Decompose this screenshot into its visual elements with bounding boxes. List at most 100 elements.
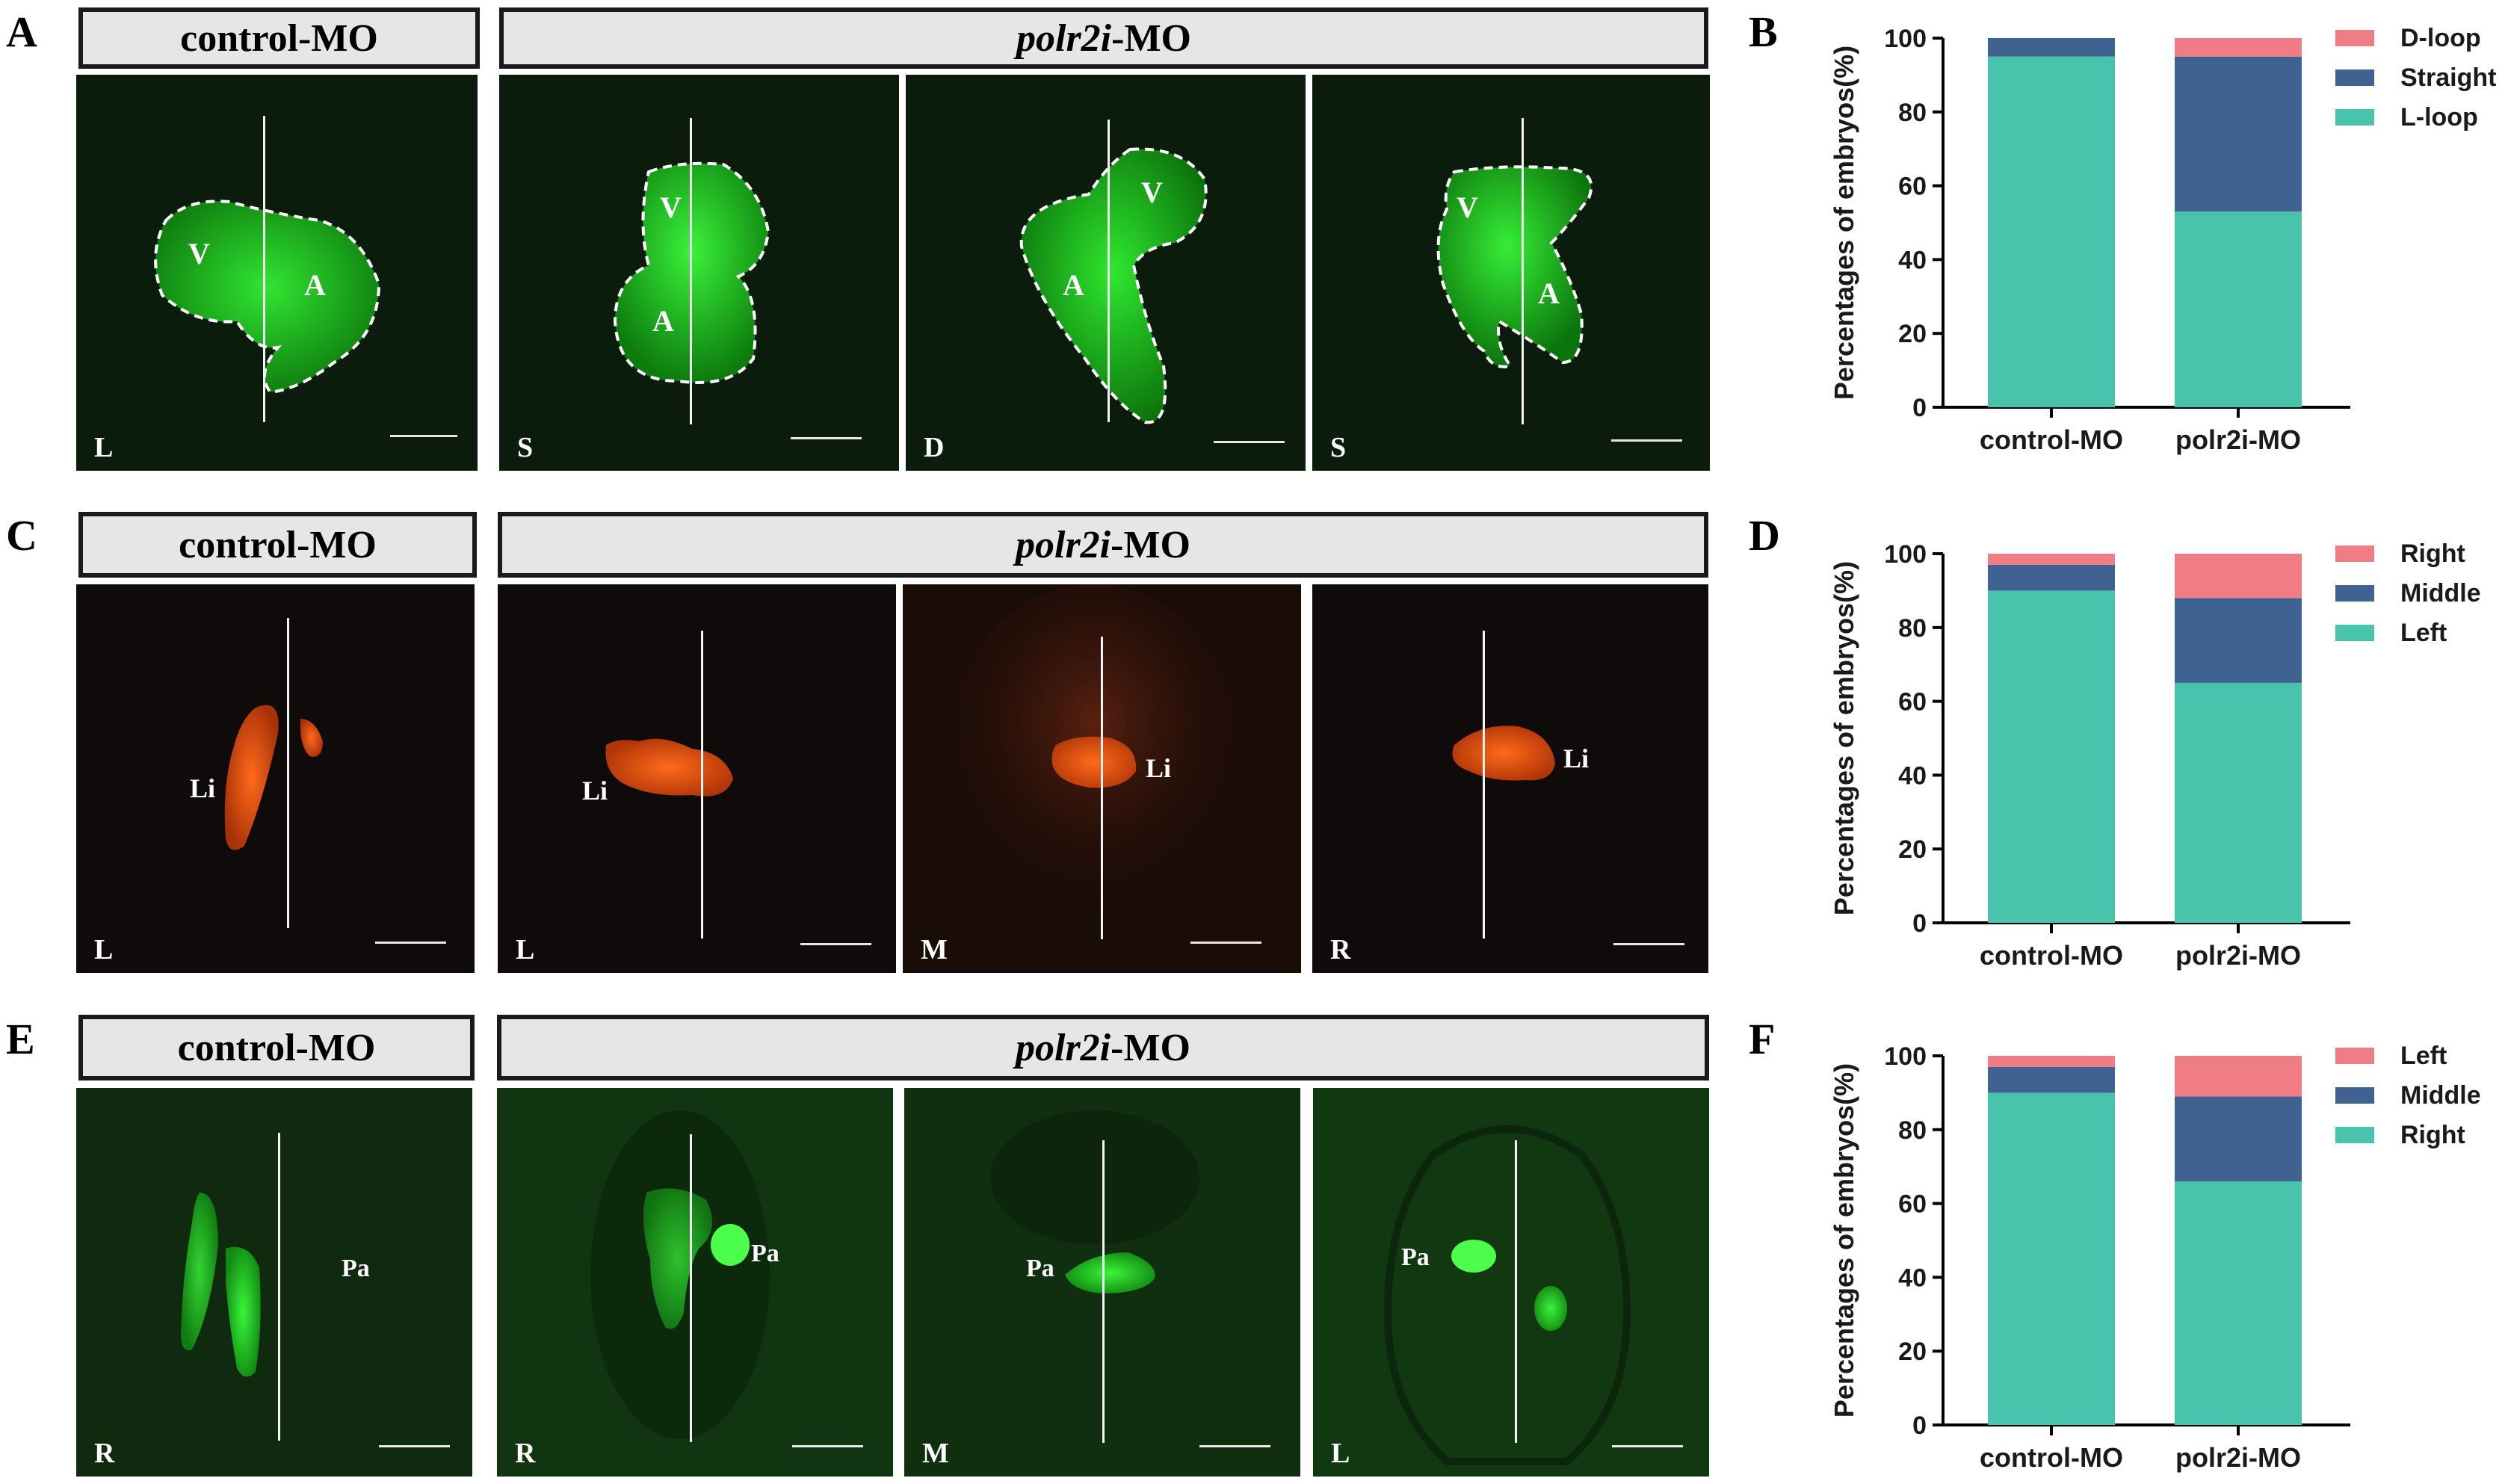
orientation-label: R: [94, 1438, 115, 1469]
liver-image-treated-3: Li R: [1312, 584, 1708, 973]
pancreas-label: Pa: [1026, 1255, 1054, 1282]
x-tick-label: polr2i-MO: [2175, 1442, 2301, 1473]
ventricle-label: V: [188, 237, 210, 270]
y-axis-label: Percentages of embryos(%): [1829, 46, 1859, 400]
chart-heart-looping: Percentages of embryos(%) 0 20 40 60 80 100 con…: [1829, 24, 2496, 455]
bar-segment: [2175, 1096, 2302, 1181]
y-tick-label: 100: [1884, 1042, 1927, 1071]
legend-swatch: [2335, 585, 2374, 602]
pancreas-label: Pa: [342, 1255, 370, 1282]
legend-swatch: [2335, 30, 2374, 46]
pancreas-image-treated-2: Pa M: [904, 1088, 1300, 1477]
orientation-label: L: [516, 934, 535, 965]
header-treatment-heart: polr2i -MO: [499, 7, 1708, 69]
y-tick-label: 40: [1898, 246, 1927, 274]
midline: [1101, 637, 1103, 939]
y-axis-label: Percentages of embryos(%): [1829, 1063, 1859, 1417]
heart-image-treated-3: V A S: [1312, 75, 1710, 471]
bar-segment: [1988, 1092, 2115, 1425]
pancreas-label: Pa: [751, 1240, 779, 1267]
header-control-pancreas: control-MO: [78, 1015, 475, 1080]
header-control-label: control-MO: [177, 1026, 376, 1069]
midline: [690, 118, 692, 424]
legend-label: Right: [2400, 540, 2465, 568]
scale-bar: [1613, 943, 1684, 945]
orientation-label: R: [515, 1438, 536, 1469]
header-suffix-label: -MO: [1111, 16, 1191, 60]
legend-swatch: [2335, 1087, 2374, 1104]
orientation-label: L: [94, 432, 114, 463]
midline: [1108, 120, 1110, 422]
y-tick-label: 60: [1898, 173, 1927, 201]
y-tick-label: 80: [1898, 1116, 1927, 1145]
chart-liver-position: Percentages of embryos(%) 0 20 40 60 80 100 con…: [1829, 540, 2481, 971]
pancreas-image-treated-1: Pa R: [497, 1088, 893, 1477]
legend-label: Left: [2400, 1042, 2447, 1070]
header-control-label: control-MO: [179, 523, 377, 566]
header-gene-label: polr2i: [1016, 523, 1111, 566]
liver-image-treated-2: Li M: [903, 584, 1301, 973]
y-tick-label: 40: [1898, 1264, 1927, 1292]
bar-segment: [2175, 682, 2302, 923]
heart-shape-treated-2: [1019, 147, 1208, 424]
midline: [1483, 631, 1485, 939]
bar-segment: [2175, 211, 2302, 407]
scale-bar: [379, 1445, 450, 1447]
scale-bar: [375, 942, 446, 944]
atrium-label: A: [652, 304, 674, 338]
y-tick-label: 80: [1898, 614, 1927, 643]
scale-bar: [1190, 942, 1261, 944]
ventricle-label: V: [1457, 191, 1478, 224]
scale-bar: [800, 943, 871, 945]
y-tick-label: 0: [1912, 1412, 1927, 1440]
legend-label: D-loop: [2400, 24, 2481, 52]
bar-segment: [2175, 38, 2302, 57]
liver-shape-treated-3: [1452, 726, 1555, 781]
liver-label: Li: [582, 776, 608, 806]
liver-label: Li: [190, 773, 216, 803]
y-tick-label: 60: [1898, 1190, 1927, 1219]
panel-letter-d: D: [1749, 511, 1780, 560]
x-tick-label: control-MO: [1980, 424, 2123, 455]
y-tick-label: 80: [1898, 99, 1927, 127]
legend-swatch: [2335, 69, 2374, 86]
heart-shape-treated-3: [1436, 165, 1593, 368]
bar-segment: [2175, 598, 2302, 683]
header-gene-label: polr2i: [1016, 1026, 1111, 1069]
legend-swatch: [2335, 1127, 2374, 1143]
legend-label: Middle: [2400, 579, 2481, 607]
panel-letter-a: A: [6, 7, 37, 56]
bar-segment: [1988, 554, 2115, 565]
liver-label: Li: [1563, 743, 1590, 773]
atrium-label: A: [304, 268, 326, 302]
legend-label: Straight: [2400, 64, 2496, 92]
scale-bar: [1199, 1445, 1270, 1447]
midline: [263, 116, 265, 422]
orientation-label: S: [517, 432, 534, 463]
midline: [1102, 1140, 1105, 1443]
y-tick-label: 20: [1898, 1338, 1927, 1366]
atrium-label: A: [1538, 276, 1560, 310]
y-tick-label: 20: [1898, 320, 1927, 348]
y-tick-label: 20: [1898, 835, 1927, 864]
scale-bar: [390, 435, 457, 437]
heart-shape-control: [154, 200, 381, 395]
bar-segment: [1988, 38, 2115, 57]
panel-letter-c: C: [6, 511, 37, 560]
panel-letter-e: E: [6, 1015, 35, 1063]
liver-shape-treated-2: [944, 584, 1243, 928]
bar-segment: [1988, 1066, 2115, 1093]
pancreas-shape-control: [181, 1193, 261, 1377]
orientation-label: L: [94, 934, 114, 965]
pancreas-label: Pa: [1401, 1243, 1430, 1271]
bar-segment: [2175, 554, 2302, 599]
bar-segment: [1988, 56, 2115, 407]
midline: [690, 1134, 692, 1442]
legend-swatch: [2335, 1048, 2374, 1064]
heart-image-treated-1: V A S: [499, 75, 899, 471]
y-tick-label: 100: [1884, 25, 1927, 53]
legend-label: L-loop: [2400, 103, 2478, 132]
y-tick-label: 60: [1898, 688, 1927, 717]
bar-segment: [1988, 590, 2115, 923]
legend-label: Left: [2400, 619, 2447, 647]
